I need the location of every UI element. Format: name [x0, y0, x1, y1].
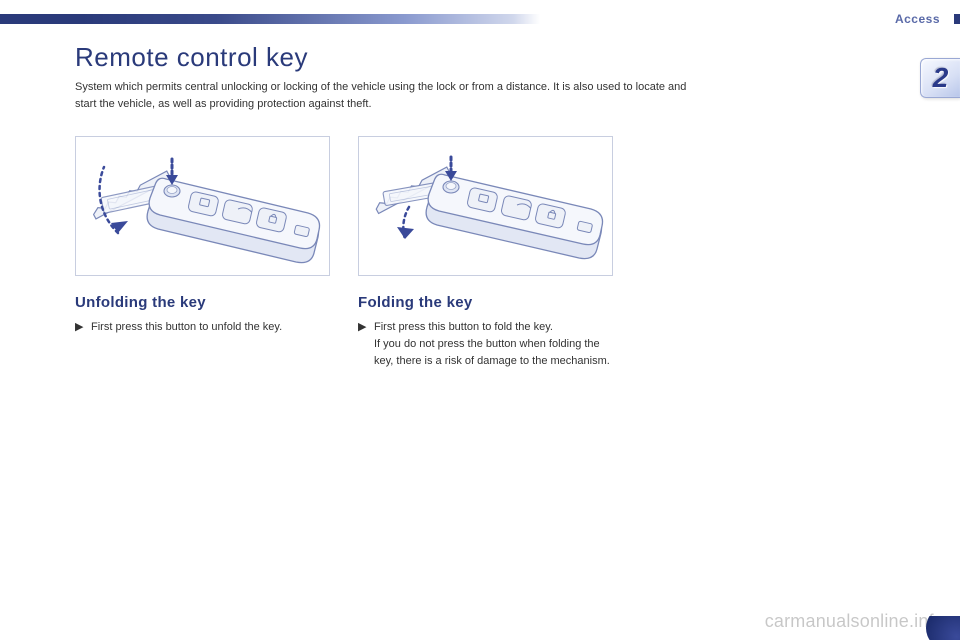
intro-text: System which permits central unlocking o…	[75, 79, 695, 112]
chapter-badge: 2	[920, 58, 960, 98]
header-accent-bar	[0, 14, 540, 24]
illustration-fold	[358, 136, 613, 276]
illustration-unfold	[75, 136, 330, 276]
folding-text: First press this button to fold the key.	[374, 321, 553, 333]
bullet-marker: ▶	[358, 319, 374, 370]
header-accent-tab	[954, 14, 960, 24]
key-fold-svg	[359, 137, 613, 276]
key-unfold-svg	[76, 137, 330, 276]
folding-warning: If you do not press the button when fold…	[374, 338, 610, 367]
subhead-folding: Folding the key	[358, 294, 613, 311]
chapter-number: 2	[933, 62, 949, 94]
page-title: Remote control key	[75, 42, 885, 73]
watermark: carmanualsonline.info	[765, 611, 944, 632]
page-corner-badge	[926, 616, 960, 640]
column-unfolding: Unfolding the key ▶ First press this but…	[75, 136, 330, 370]
subhead-unfolding: Unfolding the key	[75, 294, 330, 311]
column-folding: Folding the key ▶ First press this butto…	[358, 136, 613, 370]
section-label: Access	[895, 12, 940, 26]
bullet-marker: ▶	[75, 319, 91, 336]
unfolding-text: First press this button to unfold the ke…	[91, 319, 330, 336]
